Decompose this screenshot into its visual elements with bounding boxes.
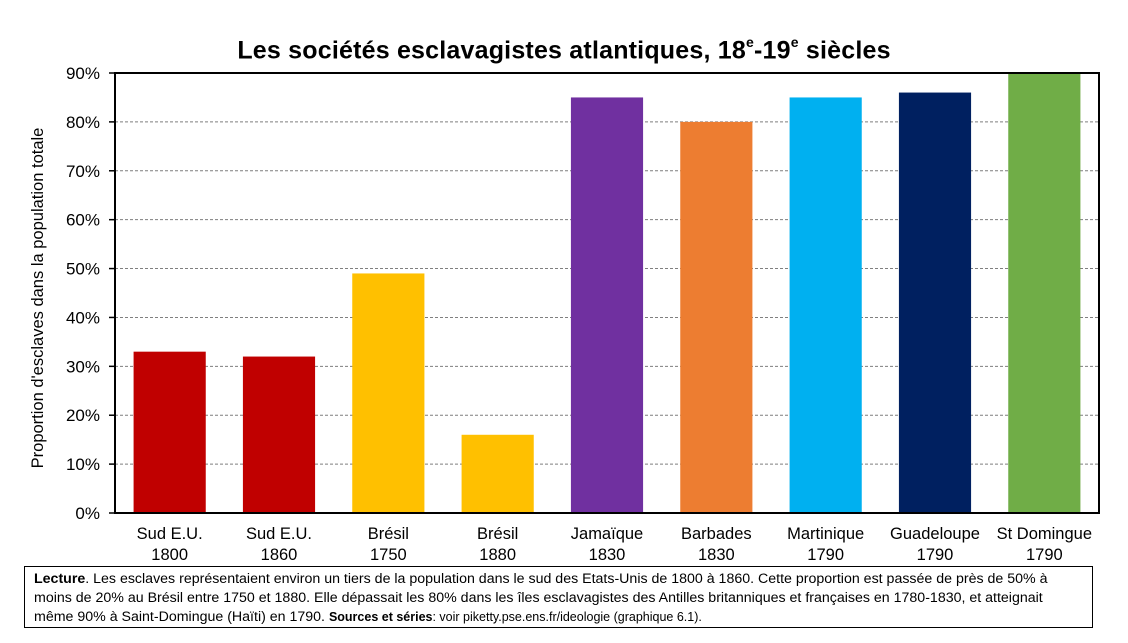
y-tick-label: 60%: [66, 211, 100, 230]
x-tick-label: Brésil: [368, 525, 409, 543]
x-tick-label: Guadeloupe: [890, 525, 980, 543]
bar: [242, 356, 316, 513]
y-tick-label: 70%: [66, 162, 100, 181]
x-axis-labels: Sud E.U. 1800 Sud E.U. 1860 Brésil 1750 Brésil…: [137, 525, 1092, 564]
bar: [789, 97, 862, 513]
x-tick-label-year: 1860: [261, 546, 298, 564]
bar: [133, 351, 206, 513]
x-tick-label-year: 1830: [589, 546, 626, 564]
y-tick-label: 0%: [75, 504, 100, 523]
x-tick-label-year: 1880: [479, 546, 516, 564]
y-tick-label: 30%: [66, 357, 100, 376]
caption-lecture-label: Lecture: [34, 571, 86, 587]
plot-frame: [114, 72, 1100, 514]
y-tick-label: 20%: [66, 406, 100, 425]
x-tick-label: Martinique: [787, 525, 864, 543]
x-tick-label: Brésil: [477, 525, 518, 543]
bar: [570, 97, 644, 513]
bar: [352, 273, 425, 513]
x-tick-label: St Domingue: [997, 525, 1092, 543]
caption-sources-label: Sources et séries: [328, 610, 433, 624]
bar: [461, 434, 534, 513]
y-tick-label: 90%: [66, 64, 100, 83]
x-tick-label: Sud E.U.: [137, 525, 203, 543]
bars: [133, 73, 1081, 514]
x-tick-label-year: 1790: [1026, 546, 1063, 564]
y-axis-ticks: 0% 10% 20% 30% 40% 50% 60% 70% 80% 90%: [66, 64, 115, 523]
bar: [680, 121, 753, 513]
bar: [898, 92, 972, 514]
y-tick-label: 10%: [66, 455, 100, 474]
x-tick-label-year: 1800: [151, 546, 188, 564]
y-tick-label: 40%: [66, 308, 100, 327]
x-tick-label-year: 1830: [698, 546, 735, 564]
caption-sources-text: : voir piketty.pse.ens.fr/ideologie (gra…: [432, 610, 702, 624]
chart-title: Les sociétés esclavagistes atlantiques, …: [237, 34, 891, 65]
x-tick-label-year: 1750: [370, 546, 407, 564]
x-tick-label: Barbades: [681, 525, 752, 543]
x-tick-label: Sud E.U.: [246, 525, 312, 543]
caption-lecture-text: . Les esclaves représentaient environ un…: [34, 571, 1048, 625]
y-axis-label: Proportion d'esclaves dans la population…: [29, 128, 47, 469]
y-tick-label: 80%: [66, 113, 100, 132]
chart-caption: Lecture. Les esclaves représentaient env…: [24, 566, 1093, 628]
y-tick-label: 50%: [66, 260, 100, 279]
x-tick-label: Jamaïque: [571, 525, 643, 543]
bar: [1008, 73, 1081, 513]
x-tick-label-year: 1790: [807, 546, 844, 564]
x-tick-label-year: 1790: [917, 546, 954, 564]
